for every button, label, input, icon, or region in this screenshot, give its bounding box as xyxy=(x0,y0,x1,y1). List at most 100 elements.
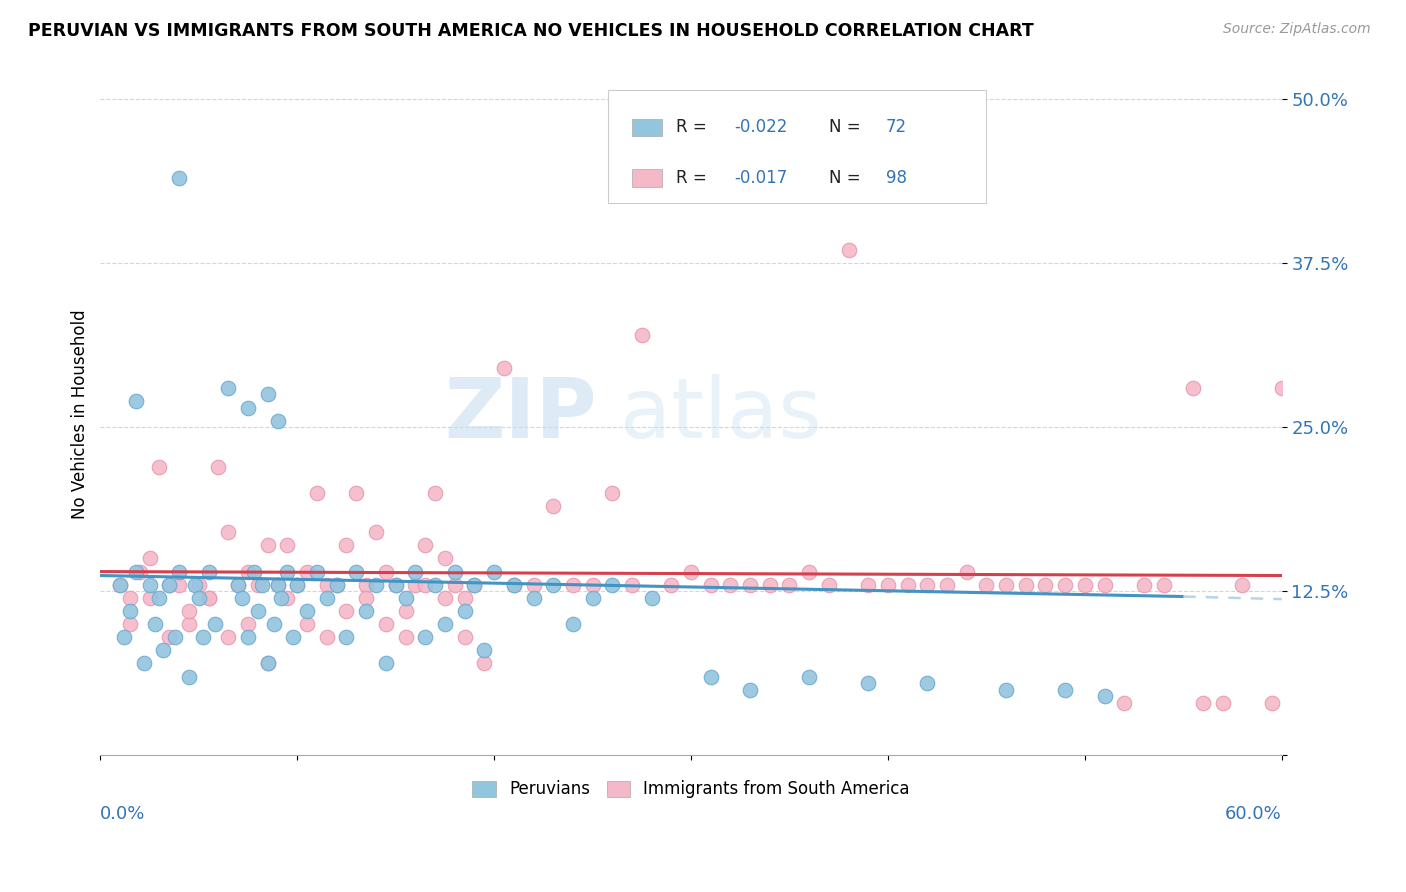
Point xyxy=(502,578,524,592)
Point xyxy=(394,630,416,644)
Point xyxy=(197,565,219,579)
Point xyxy=(581,578,603,592)
Point xyxy=(620,578,643,592)
Point xyxy=(561,617,583,632)
Point xyxy=(1153,578,1175,592)
Point xyxy=(897,578,920,592)
Point xyxy=(295,565,318,579)
Point xyxy=(217,630,239,644)
Point xyxy=(404,565,426,579)
Point xyxy=(305,486,328,500)
Point xyxy=(125,394,148,409)
Point xyxy=(976,578,998,592)
Point xyxy=(236,630,259,644)
Point xyxy=(207,459,229,474)
Point xyxy=(858,676,880,690)
Point xyxy=(364,578,387,592)
Point xyxy=(167,578,190,592)
Point xyxy=(718,578,741,592)
Point xyxy=(266,414,288,428)
Text: 72: 72 xyxy=(886,119,907,136)
Point xyxy=(1054,682,1077,697)
Point xyxy=(1133,578,1156,592)
Point xyxy=(295,617,318,632)
Point xyxy=(640,591,662,605)
Point xyxy=(118,591,141,605)
Point xyxy=(1232,578,1254,592)
Text: R =: R = xyxy=(676,119,711,136)
Point xyxy=(463,578,485,592)
Point xyxy=(128,565,150,579)
Point xyxy=(877,578,900,592)
Point xyxy=(1192,696,1215,710)
Point xyxy=(246,578,269,592)
Point xyxy=(995,682,1018,697)
Point xyxy=(818,578,841,592)
Point xyxy=(256,657,278,671)
Point xyxy=(263,617,285,632)
Point xyxy=(315,630,337,644)
Point xyxy=(138,591,160,605)
FancyBboxPatch shape xyxy=(631,119,661,136)
Point xyxy=(679,565,702,579)
Text: ZIP: ZIP xyxy=(444,374,596,455)
Point xyxy=(270,591,292,605)
Text: atlas: atlas xyxy=(620,374,823,455)
Point xyxy=(226,578,249,592)
Point xyxy=(197,591,219,605)
Point xyxy=(125,565,148,579)
Text: N =: N = xyxy=(830,119,866,136)
Point xyxy=(276,591,298,605)
Point xyxy=(325,578,347,592)
Point xyxy=(354,591,377,605)
Point xyxy=(204,617,226,632)
Point xyxy=(295,604,318,618)
Point xyxy=(502,578,524,592)
Point xyxy=(145,617,167,632)
Point xyxy=(344,486,367,500)
Point xyxy=(148,459,170,474)
Point xyxy=(315,578,337,592)
Point xyxy=(184,578,207,592)
Point xyxy=(858,578,880,592)
Point xyxy=(1015,578,1038,592)
Point xyxy=(917,578,939,592)
Text: -0.017: -0.017 xyxy=(735,169,787,187)
Point xyxy=(112,630,135,644)
Point xyxy=(581,591,603,605)
Point xyxy=(187,578,209,592)
Point xyxy=(522,578,544,592)
Point xyxy=(472,643,495,657)
Text: -0.022: -0.022 xyxy=(735,119,789,136)
Point xyxy=(463,578,485,592)
Point xyxy=(305,565,328,579)
Point xyxy=(108,578,131,592)
Point xyxy=(152,643,174,657)
Point xyxy=(799,669,821,683)
Point xyxy=(561,578,583,592)
Point xyxy=(384,578,406,592)
Point xyxy=(236,401,259,415)
Point xyxy=(148,591,170,605)
Text: PERUVIAN VS IMMIGRANTS FROM SOUTH AMERICA NO VEHICLES IN HOUSEHOLD CORRELATION C: PERUVIAN VS IMMIGRANTS FROM SOUTH AMERIC… xyxy=(28,22,1033,40)
Point xyxy=(236,565,259,579)
Point xyxy=(165,630,187,644)
Point xyxy=(936,578,959,592)
Point xyxy=(394,604,416,618)
Text: 98: 98 xyxy=(886,169,907,187)
Point xyxy=(266,578,288,592)
Point xyxy=(699,578,721,592)
Point xyxy=(246,604,269,618)
Point xyxy=(740,578,762,592)
Point xyxy=(374,657,396,671)
Point xyxy=(433,551,456,566)
Point xyxy=(157,630,180,644)
Point xyxy=(217,525,239,540)
Text: N =: N = xyxy=(830,169,866,187)
Point xyxy=(453,591,475,605)
Point xyxy=(472,657,495,671)
Point xyxy=(482,565,505,579)
Point xyxy=(917,676,939,690)
Point xyxy=(995,578,1018,592)
Point xyxy=(285,578,308,592)
